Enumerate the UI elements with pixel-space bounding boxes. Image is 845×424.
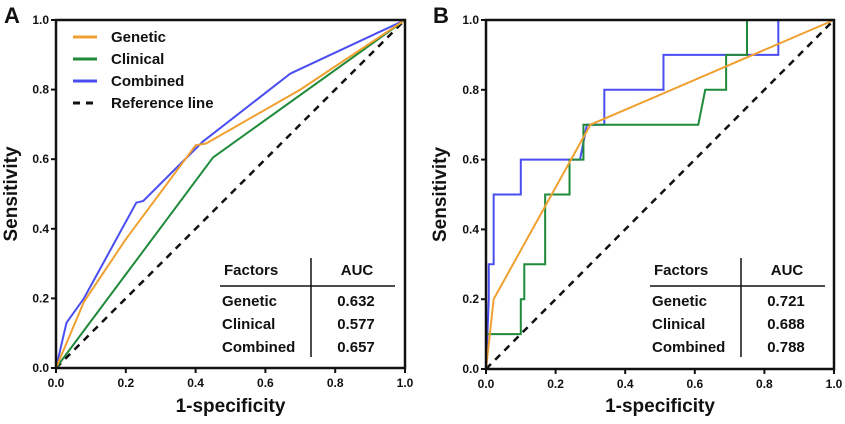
table-row-auc: 0.721 (767, 293, 805, 310)
table-row-auc: 0.577 (337, 316, 375, 333)
table-row-factor: Clinical (652, 316, 705, 333)
x-tick-label: 0.2 (117, 376, 134, 390)
x-axis-label: 1-specificity (176, 396, 286, 417)
table-row-factor: Genetic (652, 293, 707, 310)
series-genetic (485, 19, 835, 370)
x-tick-label: 1.0 (397, 376, 414, 390)
series-reference-line (485, 19, 835, 370)
panel-label: B (433, 3, 449, 28)
table-row-factor: Genetic (222, 293, 277, 310)
series-clinical (485, 19, 834, 369)
plot-frame (484, 18, 836, 371)
legend-entry: Combined (111, 73, 184, 90)
y-tick-label: 0.8 (462, 83, 479, 97)
table-header-factors: Factors (654, 262, 708, 279)
y-tick-label: 1.0 (32, 13, 49, 27)
y-tick-label: 0.2 (462, 292, 479, 306)
table-header-factors: Factors (224, 262, 278, 279)
y-tick-label: 0.0 (462, 362, 479, 376)
y-tick-label: 1.0 (462, 13, 479, 27)
y-tick-label: 0.6 (32, 152, 49, 166)
legend-entry: Genetic (111, 29, 166, 46)
x-tick-label: 0.2 (547, 377, 564, 391)
table-header-auc: AUC (771, 262, 804, 279)
table-row-auc: 0.657 (337, 339, 375, 356)
y-tick-label: 0.4 (462, 222, 479, 236)
x-tick-label: 0.8 (327, 376, 344, 390)
x-tick-label: 0.6 (686, 377, 703, 391)
x-tick-label: 0.8 (756, 377, 773, 391)
y-tick-label: 0.2 (32, 291, 49, 305)
y-tick-label: 0.6 (462, 153, 479, 167)
x-tick-label: 0.4 (187, 376, 204, 390)
x-tick-label: 1.0 (826, 377, 843, 391)
y-tick-label: 0.0 (32, 361, 49, 375)
table-row-factor: Combined (652, 339, 725, 356)
series-clinical (55, 19, 406, 369)
y-axis-label: Sensitivity (1, 146, 22, 241)
y-axis-label: Sensitivity (430, 147, 451, 242)
plot-frame (54, 18, 407, 370)
series-genetic (55, 19, 406, 369)
panel-b: B 0.0 0.2 0.4 0.6 0.8 1.0 0.0 0.2 0.4 0.6 0.8 1.0 1-s… (430, 3, 843, 417)
legend-entry: Reference line (111, 95, 214, 112)
y-tick-label: 0.4 (32, 222, 49, 236)
x-axis-label: 1-specificity (605, 396, 715, 417)
panel-a: A 0.0 0.2 0.4 0.6 0.8 1.0 0.0 0.2 0.4 0.6 0.8 1.0 1-s… (1, 3, 414, 417)
series-combined (55, 19, 406, 369)
x-tick-label: 0.0 (478, 377, 495, 391)
x-tick-label: 0.4 (617, 377, 634, 391)
x-tick-label: 0.0 (48, 376, 65, 390)
legend-entry: Clinical (111, 51, 164, 68)
table-header-auc: AUC (341, 262, 374, 279)
table-row-auc: 0.632 (337, 293, 375, 310)
table-row-auc: 0.788 (767, 339, 805, 356)
table-row-factor: Combined (222, 339, 295, 356)
x-tick-label: 0.6 (257, 376, 274, 390)
table-row-factor: Clinical (222, 316, 275, 333)
panel-label: A (4, 3, 20, 28)
table-row-auc: 0.688 (767, 316, 805, 333)
series-reference-line (55, 19, 406, 369)
y-tick-label: 0.8 (32, 83, 49, 97)
